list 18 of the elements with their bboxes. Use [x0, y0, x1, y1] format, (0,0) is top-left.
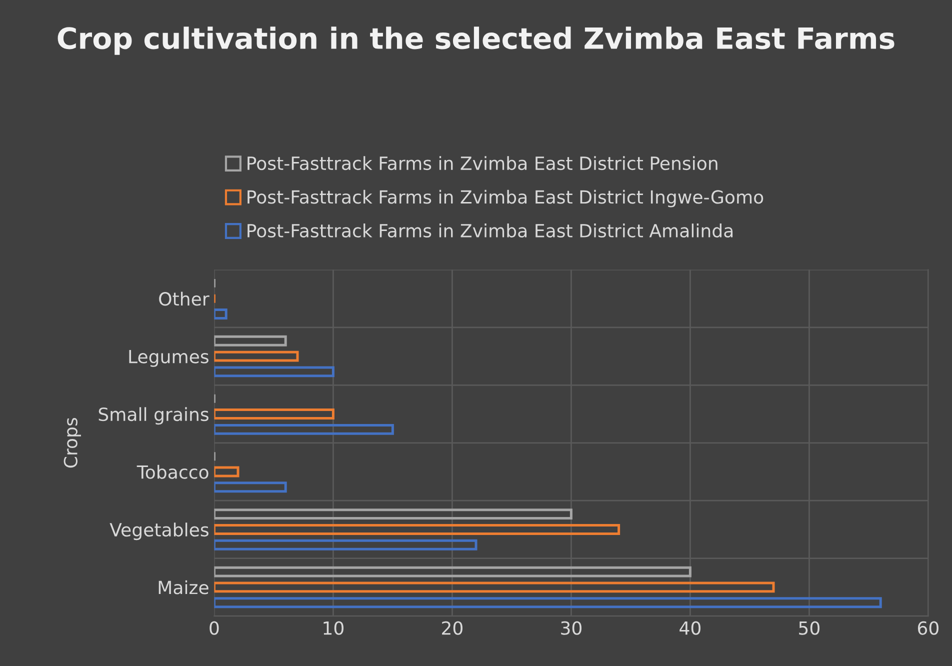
x-tick-label: 30: [561, 621, 582, 635]
legend-label: Post-Fasttrack Farms in Zvimba East District Pension: [248, 156, 718, 170]
y-tick-label: Vegetables: [110, 522, 208, 540]
y-tick-label: Maize: [158, 580, 208, 594]
y-tick-label: Legumes: [129, 350, 208, 367]
chart-title: Crop cultivation in the selected Zvimba East Farms: [58, 26, 894, 55]
x-tick-label: 50: [799, 621, 820, 635]
x-tick-label: 0: [210, 621, 219, 635]
y-tick-label: Tobacco: [136, 464, 208, 479]
y-axis-title: Crops: [64, 418, 81, 468]
y-tick-label: Small grains: [98, 407, 208, 425]
x-tick-label: 20: [442, 621, 462, 635]
legend-label: Post-Fasttrack Farms in Zvimba East District Amalinda: [248, 224, 733, 238]
x-tick-label: 60: [918, 621, 938, 635]
x-tick-label: 10: [324, 621, 344, 635]
x-tick-label: 40: [680, 621, 700, 635]
legend-label: Post-Fasttrack Farms in Zvimba East District Ingwe-Gomo: [248, 190, 764, 208]
y-tick-label: Other: [159, 292, 210, 306]
